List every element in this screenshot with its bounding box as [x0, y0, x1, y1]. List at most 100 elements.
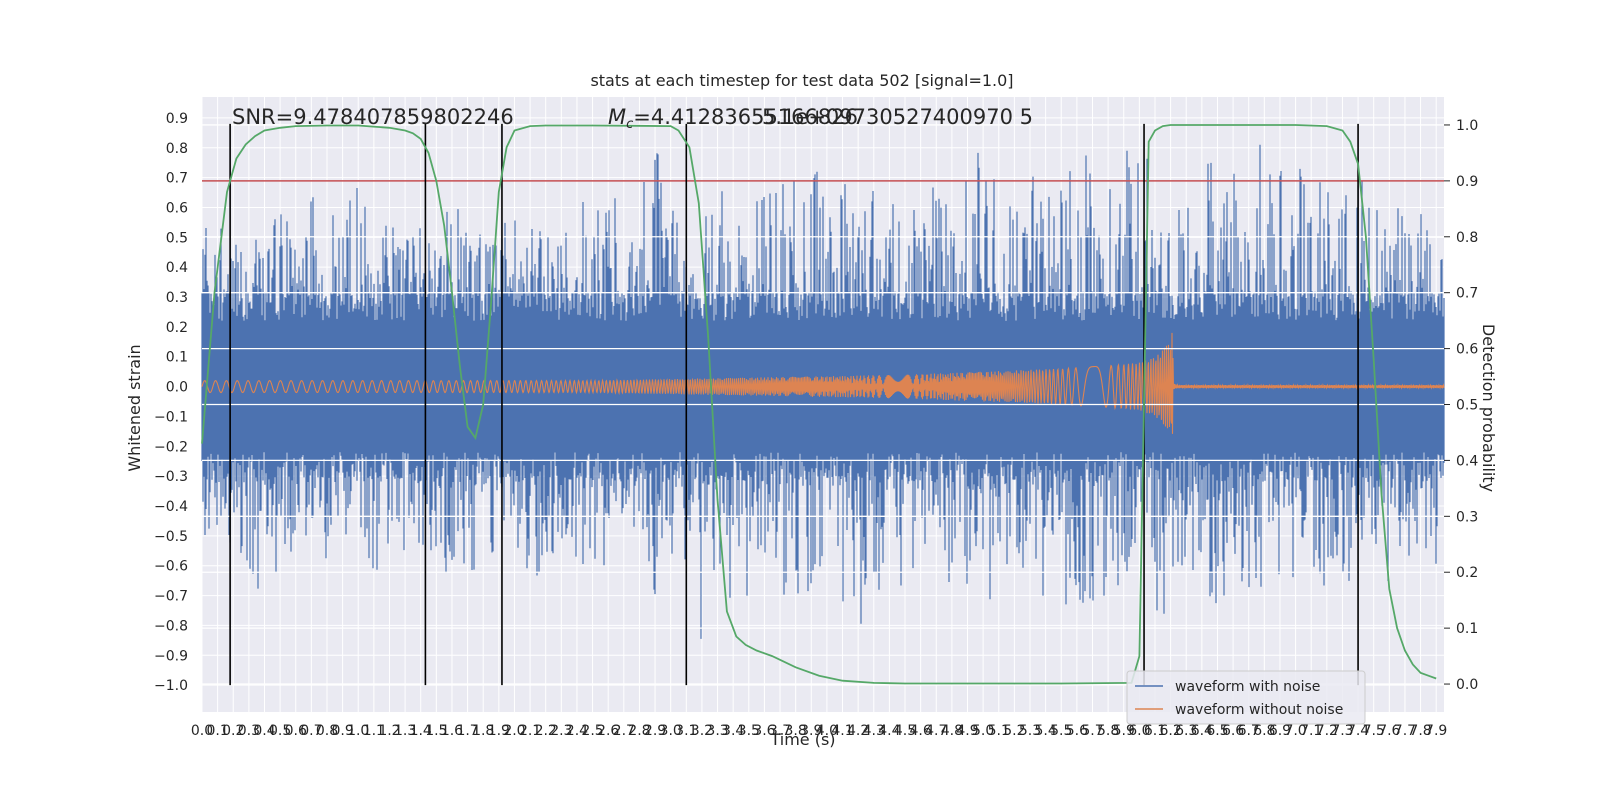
y-axis-label: Whitened strain: [125, 344, 144, 471]
x-tick-label: 0.5: [269, 723, 291, 739]
y-tick-label: −0.5: [154, 529, 188, 545]
x-tick-label: 1.2: [378, 723, 400, 739]
series-detection-probability: [201, 124, 1437, 685]
x-tick-label: 7.4: [1347, 723, 1369, 739]
y-tick-label: 0.2: [166, 320, 188, 336]
x-tick-label: 7.1: [1300, 723, 1322, 739]
x-tick-label: 3.6: [753, 723, 775, 739]
x-tick-label: 1.4: [410, 723, 432, 739]
y2-tick-label: 0.4: [1456, 453, 1478, 469]
x-tick-label: 6.6: [1222, 723, 1244, 739]
x-tick-label: 5.0: [972, 723, 994, 739]
x-tick-label: 5.6: [1066, 723, 1088, 739]
y-tick-label: −0.7: [154, 589, 188, 605]
x-tick-label: 1.7: [456, 723, 478, 739]
x-tick-label: 6.1: [1144, 723, 1166, 739]
y2-tick-label: 0.8: [1456, 230, 1478, 246]
x-tick-label: 5.3: [1019, 723, 1041, 739]
x-tick-label: 2.7: [613, 723, 635, 739]
x-tick-label: 3.4: [722, 723, 744, 739]
y-tick-label: 0.7: [166, 171, 188, 187]
x-tick-label: 4.8: [941, 723, 963, 739]
x-axis-ticks: 0.00.10.20.30.40.50.60.70.80.91.01.11.21…: [191, 723, 1447, 739]
y2-tick-label: 0.6: [1456, 342, 1478, 358]
x-tick-label: 6.0: [1128, 723, 1150, 739]
x-tick-label: 5.2: [1003, 723, 1025, 739]
chirp-mass-symbol: M: [608, 105, 626, 129]
y2-tick-label: 1.0: [1456, 118, 1478, 134]
x-tick-label: 6.3: [1175, 723, 1197, 739]
x-tick-label: 4.1: [831, 723, 853, 739]
x-tick-label: 4.4: [878, 723, 900, 739]
chirp-mass-subscript: c: [626, 117, 633, 132]
x-tick-label: 0.8: [316, 723, 338, 739]
x-tick-label: 7.8: [1409, 723, 1431, 739]
x-tick-label: 3.9: [800, 723, 822, 739]
y2-axis-ticks: 0.0 0.1 0.2 0.3 0.4 0.5 0.6 0.7 0.8 0.9 1.0: [1444, 118, 1478, 693]
x-tick-label: 4.0: [816, 723, 838, 739]
x-tick-label: 4.9: [956, 723, 978, 739]
x-tick-label: 0.7: [300, 723, 322, 739]
y-axis-ticks: −1.0 −0.9 −0.8 −0.7 −0.6 −0.5 −0.4 −0.3 −0.2 −0.1…: [154, 111, 188, 694]
snr-annotation: SNR=9.478407859802246: [232, 105, 514, 129]
x-tick-label: 6.8: [1253, 723, 1275, 739]
x-tick-label: 7.9: [1425, 723, 1447, 739]
x-tick-label: 5.9: [1113, 723, 1135, 739]
x-tick-label: 7.6: [1378, 723, 1400, 739]
legend: waveform with noise waveform without noi…: [1126, 670, 1366, 725]
x-tick-label: 0.4: [253, 723, 275, 739]
x-tick-label: 6.5: [1206, 723, 1228, 739]
x-tick-label: 4.6: [910, 723, 932, 739]
y-tick-label: −0.1: [154, 409, 188, 425]
detection-probability-line: [201, 124, 1437, 685]
y-tick-label: −1.0: [154, 678, 188, 694]
legend-label-clean: waveform without noise: [1175, 702, 1343, 718]
x-tick-label: 5.1: [988, 723, 1010, 739]
x-tick-label: 0.9: [331, 723, 353, 739]
x-tick-label: 0.3: [238, 723, 260, 739]
x-tick-label: 3.3: [706, 723, 728, 739]
x-tick-label: 2.6: [597, 723, 619, 739]
x-tick-label: 7.7: [1394, 723, 1416, 739]
x-tick-label: 3.7: [769, 723, 791, 739]
x-tick-label: 3.5: [738, 723, 760, 739]
x-tick-label: 3.2: [691, 723, 713, 739]
y-tick-label: 0.1: [166, 350, 188, 366]
x-tick-label: 4.2: [847, 723, 869, 739]
x-tick-label: 2.3: [550, 723, 572, 739]
x-tick-label: 3.8: [785, 723, 807, 739]
x-tick-label: 6.4: [1191, 723, 1213, 739]
y-tick-label: 0.8: [166, 141, 188, 157]
chirp-mass-value: =4.41283655166826: [633, 105, 858, 129]
y-tick-label: −0.3: [154, 469, 188, 485]
y-tick-label: −0.9: [154, 648, 188, 664]
x-tick-label: 7.5: [1363, 723, 1385, 739]
x-tick-label: 1.0: [347, 723, 369, 739]
x-tick-label: 2.0: [503, 723, 525, 739]
x-tick-label: 5.8: [1097, 723, 1119, 739]
y2-tick-label: 0.2: [1456, 565, 1478, 581]
legend-box: [1126, 670, 1366, 725]
x-tick-label: 2.4: [566, 723, 588, 739]
y2-tick-label: 0.9: [1456, 174, 1478, 190]
x-tick-label: 1.6: [441, 723, 463, 739]
x-tick-label: 1.8: [472, 723, 494, 739]
x-tick-label: 3.1: [675, 723, 697, 739]
x-tick-label: 7.2: [1316, 723, 1338, 739]
x-tick-label: 2.2: [535, 723, 557, 739]
x-tick-label: 7.0: [1284, 723, 1306, 739]
y-tick-label: 0.3: [166, 290, 188, 306]
y2-axis-label: Detection probability: [1479, 324, 1498, 492]
y2-tick-label: 0.5: [1456, 398, 1478, 414]
x-tick-label: 5.5: [1050, 723, 1072, 739]
x-tick-label: 0.6: [285, 723, 307, 739]
y2-tick-label: 0.3: [1456, 509, 1478, 525]
x-tick-label: 4.5: [894, 723, 916, 739]
y-tick-label: 0.6: [166, 200, 188, 216]
y-tick-label: −0.2: [154, 439, 188, 455]
y-tick-label: −0.6: [154, 559, 188, 575]
chart-title: stats at each timestep for test data 502…: [590, 71, 1013, 90]
x-axis-label: Time (s): [769, 730, 835, 749]
x-tick-label: 5.7: [1081, 723, 1103, 739]
